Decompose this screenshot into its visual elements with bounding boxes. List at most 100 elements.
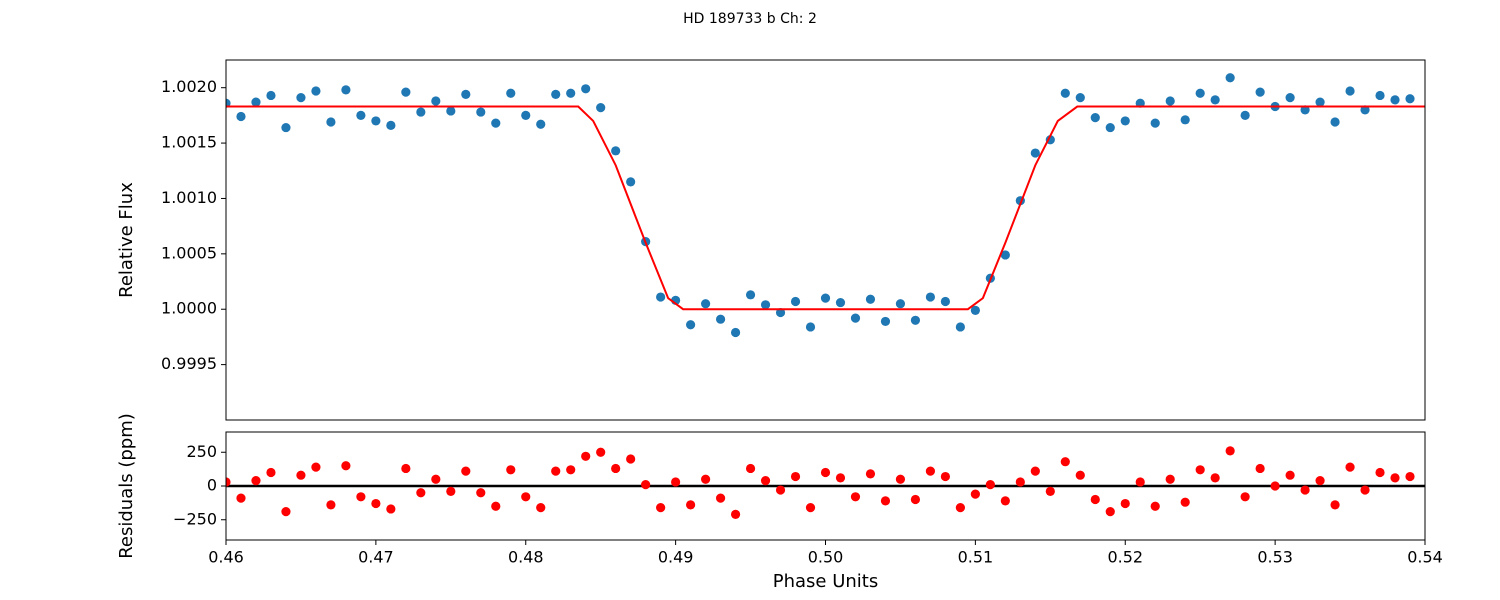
model-line <box>226 105 1425 311</box>
data-point <box>476 107 486 117</box>
data-point <box>476 488 486 498</box>
data-point <box>1000 496 1010 506</box>
data-point <box>910 494 921 505</box>
x-tick-label: 0.49 <box>658 548 694 567</box>
data-point <box>1225 446 1235 456</box>
data-point <box>386 504 396 514</box>
data-point <box>1075 93 1085 103</box>
data-point <box>835 297 846 308</box>
y-tick-label: 1.0005 <box>161 243 217 262</box>
data-point <box>1315 97 1325 107</box>
y-tick-label: 1.0000 <box>161 299 217 318</box>
data-point <box>461 466 471 476</box>
data-point <box>446 106 456 116</box>
data-point <box>596 103 606 113</box>
data-point <box>461 89 471 99</box>
data-point <box>566 88 576 98</box>
x-tick-label: 0.50 <box>808 548 844 567</box>
data-point <box>401 87 411 97</box>
data-point <box>865 469 876 479</box>
data-point <box>1225 73 1235 83</box>
data-point <box>266 90 276 101</box>
data-point <box>326 500 336 510</box>
data-point <box>566 465 576 475</box>
data-point <box>790 471 801 482</box>
data-point <box>401 463 411 474</box>
data-point <box>356 492 366 502</box>
data-point <box>730 327 741 338</box>
data-point <box>955 503 965 513</box>
data-point <box>416 488 426 498</box>
data-point <box>626 454 636 464</box>
data-point <box>611 463 621 474</box>
y-axis-label: Residuals (ppm) <box>116 413 137 559</box>
data-point <box>536 119 546 129</box>
data-point <box>581 84 591 94</box>
data-point <box>940 471 951 482</box>
data-point <box>1180 497 1190 507</box>
x-axis-label: Phase Units <box>773 571 879 592</box>
data-point <box>1360 105 1370 115</box>
data-point <box>536 503 546 513</box>
data-point <box>416 107 426 117</box>
plot-area <box>226 73 1425 338</box>
data-point <box>1300 105 1310 115</box>
data-point <box>730 509 741 519</box>
data-point <box>356 110 366 120</box>
data-point <box>1240 110 1250 120</box>
data-point <box>491 501 501 511</box>
axes-frame <box>225 431 1426 541</box>
data-point <box>895 474 906 484</box>
data-point <box>1075 470 1085 480</box>
x-tick-label: 0.46 <box>208 548 244 567</box>
y-tick-label: 0.9995 <box>161 354 217 373</box>
x-tick-label: 0.54 <box>1407 548 1443 567</box>
data-point <box>805 503 816 513</box>
data-point <box>1390 473 1400 483</box>
data-point <box>1060 88 1070 98</box>
y-tick-label: 1.0015 <box>161 133 217 152</box>
data-point <box>1405 94 1415 104</box>
data-point <box>745 290 756 300</box>
data-point <box>446 486 456 496</box>
figure-title: HD 189733 b Ch: 2 <box>683 11 817 27</box>
data-point <box>281 122 291 133</box>
data-point <box>790 296 801 307</box>
data-point <box>641 480 651 490</box>
data-point <box>226 98 231 108</box>
data-point <box>236 111 246 122</box>
data-point <box>251 97 261 107</box>
data-point <box>1105 122 1115 133</box>
data-point <box>1090 494 1100 505</box>
data-point <box>880 316 891 327</box>
data-point <box>1135 477 1145 487</box>
data-point <box>656 292 666 302</box>
data-point <box>431 96 441 106</box>
data-point <box>970 489 980 499</box>
data-point <box>880 496 891 506</box>
data-point <box>820 467 831 478</box>
x-tick-label: 0.52 <box>1107 548 1143 567</box>
data-point <box>1375 467 1385 478</box>
data-point <box>1180 115 1190 125</box>
y-tick-label: 1.0010 <box>161 188 217 207</box>
data-point <box>1165 474 1175 484</box>
data-point <box>925 292 936 302</box>
data-point <box>1240 492 1250 502</box>
data-point <box>296 93 306 103</box>
data-point <box>850 313 861 323</box>
data-point <box>1255 87 1265 97</box>
data-point <box>910 315 921 325</box>
data-point <box>1255 463 1265 474</box>
data-point <box>1270 481 1280 491</box>
data-point <box>715 493 726 503</box>
data-point <box>296 470 306 480</box>
data-point <box>760 300 771 310</box>
data-point <box>1360 485 1370 495</box>
data-point <box>1165 96 1175 106</box>
data-point <box>226 477 231 487</box>
data-point <box>1300 485 1310 495</box>
data-point <box>1030 466 1040 476</box>
data-point <box>1345 86 1355 96</box>
